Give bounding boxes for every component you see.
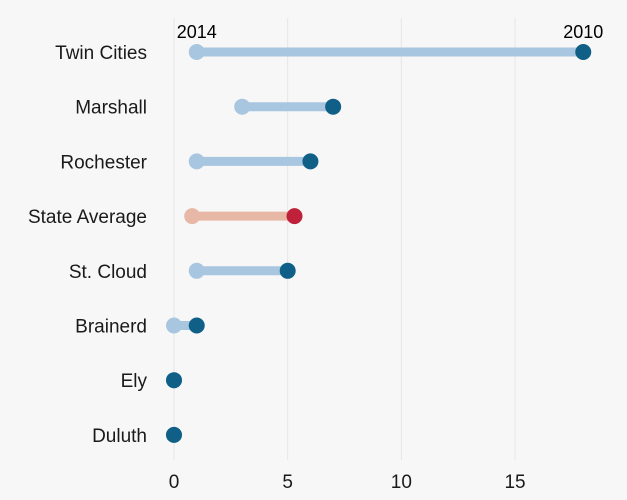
category-label: Brainerd	[75, 317, 147, 338]
bars-layer	[174, 47, 584, 330]
point-2010	[166, 372, 182, 389]
point-2014	[234, 98, 251, 115]
point-2014	[184, 208, 201, 225]
category-label: Rochester	[60, 152, 147, 173]
x-tick-label: 10	[391, 472, 412, 493]
point-2010	[286, 208, 303, 225]
point-2010	[302, 153, 319, 170]
point-2014	[188, 153, 205, 170]
point-2014	[188, 44, 205, 60]
series-label-2014: 2014	[177, 22, 217, 42]
point-2010	[166, 426, 182, 443]
x-tick-label: 15	[504, 472, 525, 493]
category-label: Duluth	[92, 426, 147, 447]
category-label: St. Cloud	[69, 262, 147, 283]
point-2014	[166, 317, 182, 334]
labels-layer: 0 5 10 15 Twin Cities Marshall Rochester State …	[28, 22, 603, 493]
point-2014	[188, 262, 205, 279]
point-2010	[575, 44, 592, 60]
series-label-2010: 2010	[563, 22, 603, 42]
point-2010	[188, 317, 205, 334]
point-2010	[325, 98, 342, 115]
x-tick-label: 5	[282, 472, 293, 493]
category-label: Ely	[121, 371, 148, 392]
category-label: Twin Cities	[55, 43, 147, 64]
point-2010	[279, 262, 296, 279]
points-layer	[166, 44, 592, 443]
grid-layer	[173, 18, 516, 460]
category-label: State Average	[28, 207, 147, 228]
category-label: Marshall	[75, 98, 147, 119]
x-tick-label: 0	[169, 472, 180, 493]
